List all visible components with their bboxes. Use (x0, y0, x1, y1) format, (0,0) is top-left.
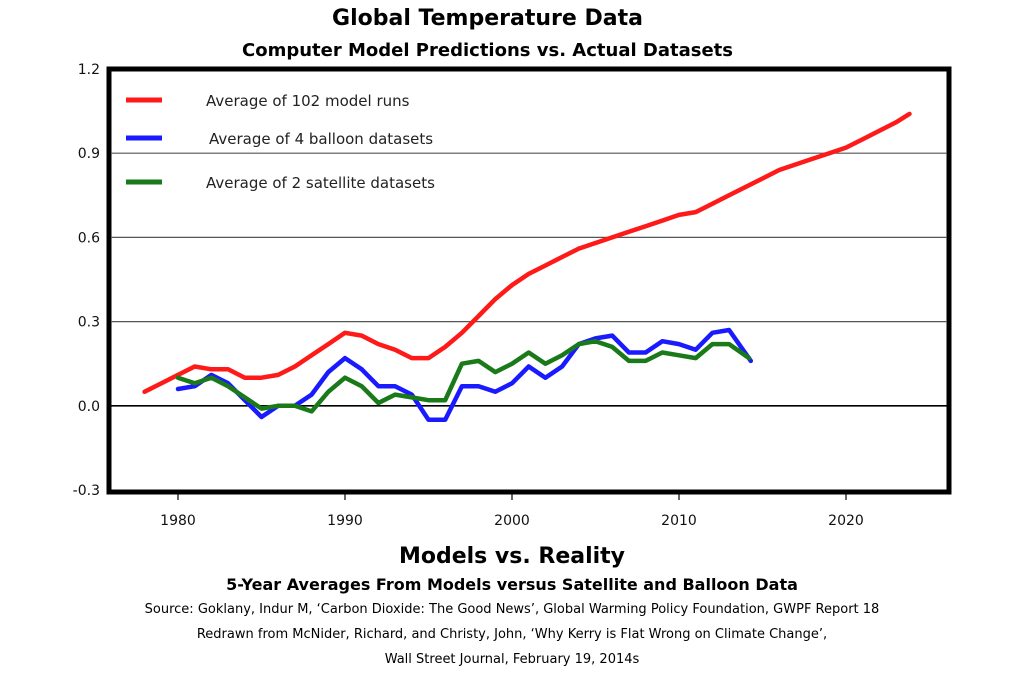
y-tick-label: 0.9 (78, 146, 100, 162)
series-line-0 (142, 111, 912, 395)
chart-title: Global Temperature Data (332, 6, 643, 31)
source-line-2: Redrawn from McNider, Richard, and Chris… (196, 627, 828, 642)
y-tick-label: -0.3 (73, 483, 100, 499)
y-tick-label: 0.3 (78, 315, 100, 331)
chart-subtitle: Computer Model Predictions vs. Actual Da… (242, 40, 733, 61)
y-tick-label: 0.6 (78, 230, 100, 246)
temperature-line-chart: Average of 102 model runs Average of 4 ba… (73, 62, 952, 529)
footer-subtitle: 5-Year Averages From Models versus Satel… (226, 575, 798, 594)
x-tick-label: 1990 (327, 513, 363, 529)
footer-title: Models vs. Reality (398, 544, 626, 569)
y-tick-label: 0.0 (78, 399, 100, 415)
legend-label-2: Average of 2 satellite datasets (206, 174, 435, 192)
series-line-1 (175, 327, 754, 423)
x-tick-label: 2020 (828, 513, 864, 529)
legend-label-1: Average of 4 balloon datasets (209, 130, 433, 148)
source-line-3: Wall Street Journal, February 19, 2014s (384, 652, 640, 667)
plot-area-border (106, 66, 952, 495)
x-tick-label: 1980 (160, 513, 196, 529)
x-tick-label: 2000 (494, 513, 530, 529)
x-tick-label: 2010 (661, 513, 697, 529)
source-line-1: Source: Goklany, Indur M, ‘Carbon Dioxid… (144, 602, 880, 617)
series-line-2 (175, 338, 752, 414)
legend-label-0: Average of 102 model runs (206, 92, 410, 110)
y-tick-label: 1.2 (78, 62, 100, 78)
